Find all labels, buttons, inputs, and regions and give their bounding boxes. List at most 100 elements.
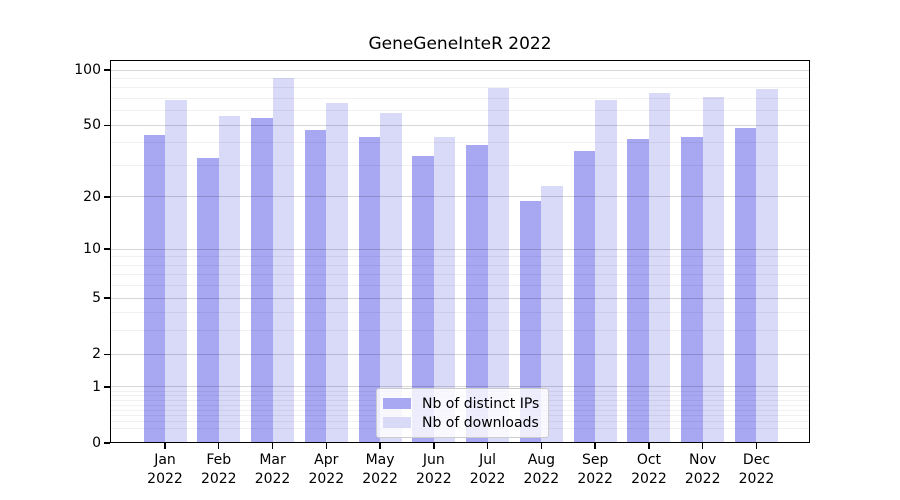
gridline-minor xyxy=(110,110,810,112)
x-tick-label: Jun 2022 xyxy=(394,451,474,489)
x-tick-year: 2022 xyxy=(738,471,775,487)
x-tick-month: Nov xyxy=(689,452,717,468)
x-tick-month: Jan xyxy=(154,452,176,468)
x-tick-year: 2022 xyxy=(631,471,667,487)
x-tick-year: 2022 xyxy=(523,471,560,487)
gridline-minor xyxy=(110,285,810,287)
x-tick-label: Feb 2022 xyxy=(179,451,259,489)
x-tick-year: 2022 xyxy=(362,471,398,487)
x-tick-mark xyxy=(218,443,220,449)
x-tick-month: Jun xyxy=(422,452,445,468)
y-tick-label: 50 xyxy=(83,117,101,134)
gridline-major xyxy=(110,248,810,250)
bar-nov-nb-of-downloads xyxy=(702,97,725,443)
bar-jun-nb-of-downloads xyxy=(433,137,456,443)
legend-swatch-distinct-ips xyxy=(383,398,411,409)
x-tick-label: Jul 2022 xyxy=(448,451,528,489)
x-tick-label: Jan 2022 xyxy=(125,451,205,489)
x-tick-month: Apr xyxy=(314,452,339,468)
bar-jun-nb-of-distinct-ips xyxy=(412,155,434,443)
x-tick-label: Dec 2022 xyxy=(716,451,796,489)
bar-aug-nb-of-distinct-ips xyxy=(519,200,542,443)
chart-title: GeneGeneInteR 2022 xyxy=(368,34,552,54)
legend-label-distinct-ips: Nb of distinct IPs xyxy=(422,395,540,412)
gridline-minor xyxy=(110,77,810,79)
gridline-minor xyxy=(110,98,810,99)
x-tick-month: Feb xyxy=(206,452,232,468)
x-tick-mark xyxy=(486,443,489,449)
bars-layer xyxy=(110,60,810,443)
legend: Nb of distinct IPs Nb of downloads xyxy=(376,388,550,438)
x-tick-month: Mar xyxy=(259,452,286,468)
gridline-major xyxy=(110,386,810,388)
gridline-major xyxy=(110,69,810,71)
y-tick-label: 0 xyxy=(92,435,101,451)
x-tick-year: 2022 xyxy=(469,471,506,487)
bar-sep-nb-of-downloads xyxy=(595,99,617,443)
bar-jan-nb-of-distinct-ips xyxy=(143,135,165,443)
x-tick-mark xyxy=(540,443,543,449)
x-tick-month: May xyxy=(365,452,395,468)
legend-item-downloads: Nb of downloads xyxy=(383,413,539,432)
x-tick-label: Apr 2022 xyxy=(286,451,366,489)
bar-apr-nb-of-downloads xyxy=(326,103,348,443)
x-tick-month: Oct xyxy=(636,452,662,468)
y-tick-label: 100 xyxy=(74,62,101,78)
gridline-major xyxy=(110,353,810,355)
gridline-minor xyxy=(110,87,810,89)
bar-oct-nb-of-downloads xyxy=(648,93,671,443)
bar-may-nb-of-downloads xyxy=(380,113,402,443)
x-tick-month: Aug xyxy=(527,452,556,468)
bar-dec-nb-of-distinct-ips xyxy=(734,128,757,443)
gridline-minor xyxy=(110,256,810,258)
x-tick-label: May 2022 xyxy=(340,451,420,489)
plot-area: Nb of distinct IPs Nb of downloads xyxy=(110,60,810,443)
x-tick-label: Oct 2022 xyxy=(609,451,689,489)
gridline-major xyxy=(110,124,810,126)
x-tick-year: 2022 xyxy=(308,471,345,487)
x-tick-month: Jul xyxy=(479,452,497,468)
legend-item-distinct-ips: Nb of distinct IPs xyxy=(383,394,539,413)
x-tick-mark xyxy=(594,443,596,449)
gridline-minor xyxy=(110,142,810,144)
gridline-minor xyxy=(110,274,810,276)
x-tick-year: 2022 xyxy=(416,471,452,487)
bar-sep-nb-of-distinct-ips xyxy=(573,151,596,443)
y-tick-label: 10 xyxy=(83,241,101,258)
bar-feb-nb-of-downloads xyxy=(218,116,241,443)
bar-mar-nb-of-distinct-ips xyxy=(251,117,273,443)
gridline-minor xyxy=(110,264,810,266)
gridline-major xyxy=(110,196,810,198)
x-tick-mark xyxy=(271,443,274,449)
bar-nov-nb-of-distinct-ips xyxy=(681,137,703,443)
bar-aug-nb-of-downloads xyxy=(541,186,563,443)
bar-mar-nb-of-downloads xyxy=(272,77,295,443)
x-tick-month: Sep xyxy=(581,452,609,468)
y-tick-label: 2 xyxy=(92,346,101,363)
x-tick-mark xyxy=(755,443,758,449)
bar-jul-nb-of-downloads xyxy=(487,87,510,443)
y-tick-label: 1 xyxy=(92,378,101,395)
y-tick-label: 20 xyxy=(83,188,101,205)
legend-label-downloads: Nb of downloads xyxy=(422,414,539,431)
x-tick-label: Mar 2022 xyxy=(233,451,313,489)
bar-jan-nb-of-downloads xyxy=(165,99,187,443)
gridline-minor xyxy=(110,312,810,314)
x-tick-mark xyxy=(702,443,704,449)
x-tick-mark xyxy=(648,443,650,449)
x-tick-mark xyxy=(325,443,327,449)
x-tick-mark xyxy=(433,443,435,449)
x-tick-year: 2022 xyxy=(254,471,291,487)
x-tick-mark xyxy=(164,443,166,449)
bar-jul-nb-of-distinct-ips xyxy=(466,144,488,443)
gridline-minor xyxy=(110,330,810,332)
x-tick-label: Aug 2022 xyxy=(501,451,581,489)
y-tick-label: 5 xyxy=(92,290,101,307)
bar-dec-nb-of-downloads xyxy=(756,88,778,443)
bar-apr-nb-of-distinct-ips xyxy=(304,130,327,443)
gridline-major xyxy=(110,297,810,299)
legend-swatch-downloads xyxy=(383,417,411,428)
x-tick-label: Nov 2022 xyxy=(663,451,743,489)
x-tick-year: 2022 xyxy=(577,471,613,487)
